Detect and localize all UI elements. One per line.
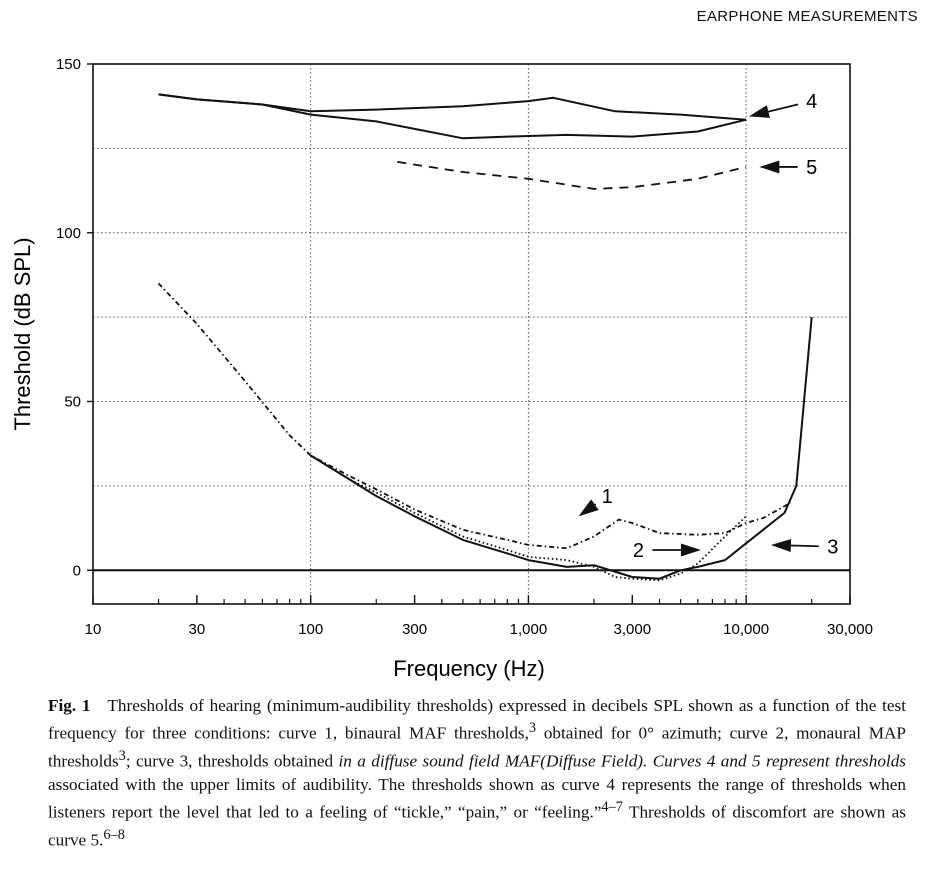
annotation-label-4: 4 <box>806 91 817 113</box>
annotation-arrow-head <box>578 499 599 517</box>
x-tick-label: 300 <box>402 621 427 638</box>
annotation-arrow-head <box>748 105 770 118</box>
annotation-label-3: 3 <box>827 537 838 559</box>
y-tick-label: 100 <box>56 225 81 242</box>
annotation-arrow-head <box>759 160 780 174</box>
series-layer <box>157 93 813 582</box>
annotation-label-1: 1 <box>602 486 613 508</box>
series-curve-4 <box>158 93 747 121</box>
x-tick-label: 30 <box>189 621 206 638</box>
x-tick-label: 3,000 <box>614 621 652 638</box>
y-tick-label: 50 <box>64 394 81 411</box>
series-curve-4 <box>158 93 747 140</box>
caption-text-3: ; curve 3, thresholds obtained <box>125 751 339 771</box>
threshold-chart: 10 30 100 300 1,000 3,000 10,000 30,00005010015… <box>10 56 873 681</box>
caption-text-1: Thresholds of hearing (minimum-audibilit… <box>48 696 906 743</box>
caption-text-4: associated with the upper limits of audi… <box>48 775 906 823</box>
y-tick-label: 150 <box>56 56 81 73</box>
figure-caption: Fig. 1 Thresholds of hearing (minimum-au… <box>48 694 906 852</box>
x-tick-label: 10,000 <box>723 621 769 638</box>
annotation-arrow-head <box>770 538 792 552</box>
series-curve-5 <box>397 161 747 190</box>
x-tick-label: 30,000 <box>827 621 873 638</box>
annotation-arrow-head <box>680 543 701 557</box>
annotation-layer: 1 2 3 4 5 <box>578 91 838 562</box>
caption-fig-label: Fig. 1 <box>48 696 91 715</box>
caption-ref-4: 6–8 <box>103 827 125 844</box>
caption-ref-2: 3 <box>118 748 126 765</box>
y-axis-label: Threshold (dB SPL) <box>10 237 35 430</box>
annotation-arrow-line <box>790 544 819 548</box>
annotation-arrow-line <box>594 503 597 506</box>
caption-ref-3: 4–7 <box>601 799 623 816</box>
x-tick-label: 100 <box>298 621 323 638</box>
caption-italic-text: in a diffuse sound field MAF(Diffuse Fie… <box>338 751 906 771</box>
y-tick-label: 0 <box>73 562 81 579</box>
grid-layer <box>93 64 850 604</box>
series-curve-2 <box>310 454 747 582</box>
ticks-layer: 10 30 100 300 1,000 3,000 10,000 30,00005010015… <box>56 56 873 638</box>
annotation-arrow-line <box>768 103 799 113</box>
x-tick-label: 10 <box>85 621 102 638</box>
annotation-label-5: 5 <box>806 157 817 179</box>
caption-text-2: obtained for 0° azimuth; curve 2, monaur… <box>48 723 906 771</box>
annotation-label-2: 2 <box>633 540 644 562</box>
x-tick-label: 1,000 <box>510 621 548 638</box>
plot-frame <box>92 63 851 605</box>
caption-ref-1: 3 <box>528 720 537 737</box>
series-curve-1 <box>157 282 792 550</box>
series-curve-3 <box>310 317 813 580</box>
caption-text-5: Thresholds of discomfort are shown as cu… <box>48 803 906 850</box>
x-axis-label: Frequency (Hz) <box>393 656 545 681</box>
running-header: EARPHONE MEASUREMENTS <box>696 8 918 25</box>
